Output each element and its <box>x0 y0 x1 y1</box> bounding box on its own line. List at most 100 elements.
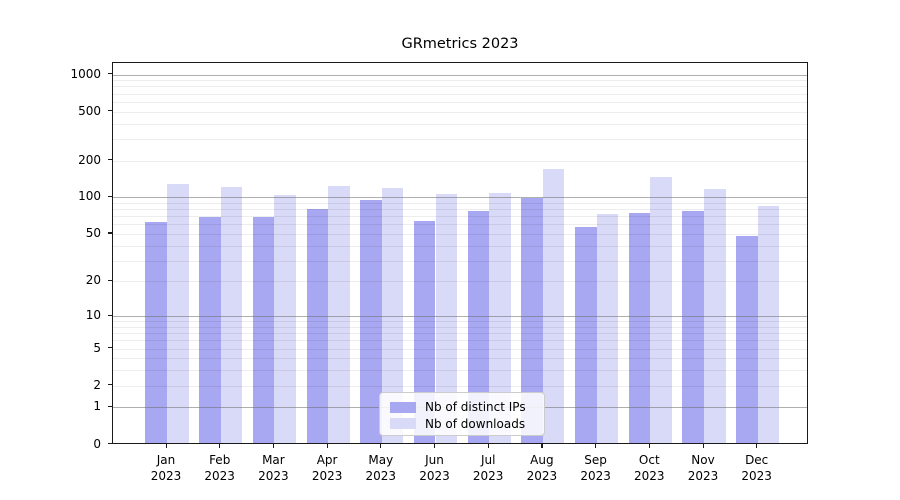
gridline-700 <box>113 93 807 95</box>
y-tick-50 <box>108 232 112 234</box>
x-tick-4 <box>326 443 328 448</box>
legend-label-downloads: Nb of downloads <box>425 416 526 431</box>
gridline-5 <box>113 348 807 350</box>
y-tick-200 <box>108 159 112 161</box>
bar-nb-of-downloads-jun-2023 <box>435 194 458 443</box>
x-tick-label-mar-2023: Mar 2023 <box>258 452 289 484</box>
bar-nb-of-downloads-aug-2023 <box>542 169 565 443</box>
gridline-900 <box>113 80 807 82</box>
bar-nb-of-downloads-may-2023 <box>381 188 404 443</box>
gridline-500 <box>113 111 807 113</box>
gridline-8 <box>113 326 807 328</box>
gridline-7 <box>113 333 807 335</box>
x-tick-5 <box>380 443 382 448</box>
legend-item-distinct-ips: Nb of distinct IPs <box>390 399 534 416</box>
x-tick-label-may-2023: May 2023 <box>365 452 397 484</box>
y-tick-label-2: 2 <box>93 377 101 392</box>
bars-layer <box>113 63 807 443</box>
x-tick-label-jan-2023: Jan 2023 <box>150 452 182 484</box>
y-tick-label-500: 500 <box>78 103 101 118</box>
plot-area <box>112 62 808 444</box>
gridline-50 <box>113 233 807 235</box>
x-tick-label-dec-2023: Dec 2023 <box>741 452 772 484</box>
y-tick-100 <box>108 195 112 198</box>
x-tick-label-oct-2023: Oct 2023 <box>634 452 665 484</box>
y-tick-1000 <box>108 73 112 75</box>
x-tick-label-feb-2023: Feb 2023 <box>204 452 235 484</box>
bar-nb-of-downloads-nov-2023 <box>704 189 726 443</box>
bar-nb-of-distinct-ips-may-2023 <box>360 199 382 443</box>
gridline-10 <box>113 316 807 318</box>
x-tick-label-nov-2023: Nov 2023 <box>687 452 719 484</box>
y-tick-label-20: 20 <box>85 273 101 288</box>
y-tick-2 <box>108 384 112 386</box>
y-tick-label-100: 100 <box>78 189 101 204</box>
gridline-100 <box>113 197 807 199</box>
bar-nb-of-downloads-mar-2023 <box>274 194 296 443</box>
legend: Nb of distinct IPs Nb of downloads <box>379 392 545 436</box>
bar-nb-of-distinct-ips-dec-2023 <box>736 236 758 443</box>
bar-nb-of-distinct-ips-jan-2023 <box>145 222 167 443</box>
legend-label-distinct-ips: Nb of distinct IPs <box>425 400 526 415</box>
x-tick-label-sep-2023: Sep 2023 <box>580 452 611 484</box>
bar-nb-of-downloads-jan-2023 <box>167 183 189 443</box>
y-tick-20 <box>108 279 112 282</box>
gridline-80 <box>113 209 807 211</box>
gridline-90 <box>113 202 807 204</box>
y-tick-0 <box>108 443 112 445</box>
gridline-20 <box>113 281 807 283</box>
y-tick-10 <box>108 314 112 316</box>
x-tick-12 <box>756 443 758 448</box>
gridline-30 <box>113 260 807 262</box>
bar-nb-of-downloads-jul-2023 <box>489 193 511 443</box>
bar-nb-of-distinct-ips-sep-2023 <box>575 226 597 443</box>
y-tick-5 <box>108 347 112 349</box>
x-tick-8 <box>541 443 543 448</box>
x-tick-11 <box>702 443 704 448</box>
x-tick-9 <box>595 443 597 448</box>
bar-nb-of-downloads-sep-2023 <box>596 213 619 443</box>
y-tick-label-0: 0 <box>93 436 101 451</box>
gridline-9 <box>113 321 807 323</box>
y-tick-label-1: 1 <box>93 399 101 414</box>
legend-swatch-distinct-ips <box>390 401 416 413</box>
y-tick-label-5: 5 <box>93 340 101 355</box>
bar-nb-of-downloads-apr-2023 <box>328 185 350 443</box>
y-tick-label-1000: 1000 <box>70 66 101 81</box>
y-tick-500 <box>108 110 112 112</box>
y-tick-label-200: 200 <box>78 152 101 167</box>
gridline-800 <box>113 86 807 88</box>
x-tick-7 <box>487 443 489 448</box>
x-tick-10 <box>648 443 650 448</box>
bar-nb-of-downloads-oct-2023 <box>650 176 672 443</box>
y-tick-1 <box>108 405 112 408</box>
x-tick-6 <box>434 443 436 448</box>
y-tick-label-10: 10 <box>85 308 101 323</box>
x-tick-label-jun-2023: Jun 2023 <box>419 452 450 484</box>
legend-item-downloads: Nb of downloads <box>390 416 534 433</box>
bar-nb-of-downloads-feb-2023 <box>220 186 243 443</box>
x-tick-label-apr-2023: Apr 2023 <box>311 452 343 484</box>
x-tick-1 <box>165 443 167 448</box>
gridline-60 <box>113 224 807 226</box>
gridline-3 <box>113 370 807 372</box>
gridline-300 <box>113 138 807 140</box>
gridline-1000 <box>113 74 807 76</box>
legend-swatch-downloads <box>390 418 416 430</box>
x-tick-3 <box>272 443 275 448</box>
gridline-2 <box>113 385 807 387</box>
gridline-600 <box>113 101 807 103</box>
x-tick-2 <box>219 443 221 448</box>
gridline-6 <box>113 340 807 342</box>
bar-nb-of-distinct-ips-nov-2023 <box>682 210 704 443</box>
bar-nb-of-distinct-ips-mar-2023 <box>252 216 275 443</box>
bar-nb-of-distinct-ips-apr-2023 <box>306 208 329 443</box>
gridline-70 <box>113 216 807 218</box>
bar-nb-of-distinct-ips-feb-2023 <box>199 217 221 443</box>
grid-layer <box>113 63 807 443</box>
gridline-200 <box>113 160 807 162</box>
bar-nb-of-distinct-ips-aug-2023 <box>521 197 543 443</box>
gridline-400 <box>113 123 807 125</box>
